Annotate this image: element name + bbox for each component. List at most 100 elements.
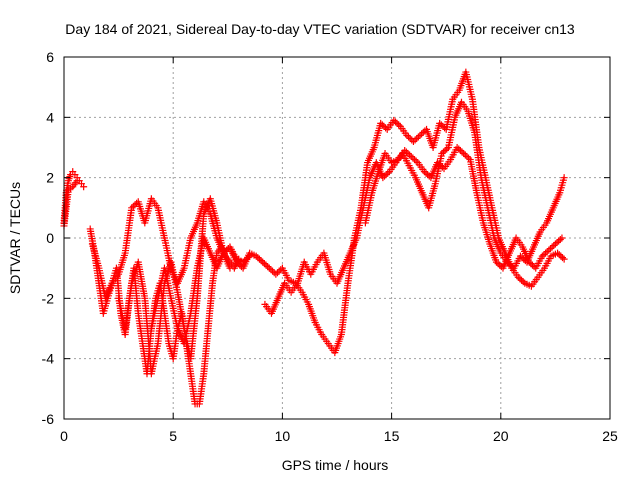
data-point [518,276,526,284]
data-point [555,251,563,259]
data-point [262,261,270,269]
data-point [419,128,427,136]
data-point [420,168,428,176]
y-tick-label: -2 [42,290,55,306]
data-point [492,258,500,266]
data-point [557,252,565,260]
data-point [390,116,398,124]
data-point [560,255,568,263]
data-point [558,234,566,242]
data-point [401,147,409,155]
data-point [433,159,441,167]
data-point [277,266,285,274]
data-point [379,174,387,182]
data-point [540,251,548,259]
data-point [507,261,515,269]
data-point [438,163,446,171]
data-point [129,202,137,210]
data-point [543,248,551,256]
data-point [223,246,231,254]
data-point [413,134,421,142]
x-axis-label: GPS time / hours [282,457,389,473]
data-point [443,145,451,153]
data-point [508,263,516,271]
data-point [259,258,267,266]
data-point [519,278,527,286]
data-point [456,147,464,155]
x-tick-label: 25 [602,428,618,444]
data-point [545,246,553,254]
data-point [403,131,411,139]
data-point [455,145,463,153]
data-point [411,156,419,164]
data-point [128,204,136,212]
data-point [381,172,389,180]
data-point [382,171,390,179]
data-point [219,249,227,257]
y-axis-label: SDTVAR / TECUs [7,182,23,294]
data-point [382,124,390,132]
data-point [411,136,419,144]
data-point [437,162,445,170]
x-tick-label: 20 [493,428,509,444]
data-point [551,240,559,248]
data-point [255,255,263,263]
data-point [465,154,473,162]
data-point [221,248,229,256]
data-point [80,183,88,191]
data-point [438,150,446,158]
data-point [527,260,535,268]
data-point [553,239,561,247]
data-point [441,147,449,155]
data-point [254,254,262,262]
y-tick-label: -6 [42,411,55,427]
data-point [453,144,461,151]
data-point [260,260,268,268]
data-point [437,121,445,129]
data-point [542,249,550,257]
data-point [393,119,401,127]
data-point [252,252,260,260]
data-point [418,130,426,138]
data-point [272,270,280,278]
data-point [409,137,417,145]
data-point [439,148,447,156]
data-point [233,258,241,266]
data-point [530,263,538,271]
data-point [412,157,420,165]
data-point [409,154,417,162]
data-point [402,148,410,156]
data-point [384,169,392,177]
data-point [414,133,422,141]
data-point [548,243,556,251]
data-points [60,68,568,408]
y-tick-label: 0 [46,230,54,246]
x-tick-label: 10 [275,428,291,444]
data-point [406,151,414,159]
data-point [380,122,388,130]
data-point [525,258,533,266]
y-tick-label: -4 [42,351,55,367]
data-point [264,263,272,271]
data-point [406,134,414,142]
x-tick-label: 0 [60,428,68,444]
data-point [73,177,81,185]
data-point [538,252,546,260]
tick-labels: 0 5 10 15 20 25 -6 -4 -2 0 2 4 6 [42,49,618,444]
data-point [404,150,412,158]
data-point [516,275,524,283]
x-tick-label: 5 [169,428,177,444]
x-tick-label: 15 [384,428,400,444]
data-point [560,174,568,182]
data-point [395,121,403,129]
data-point [554,249,562,257]
data-point [273,269,281,277]
data-point [257,257,265,265]
axis-ticks [63,56,611,420]
data-point [556,236,564,244]
data-point [463,153,471,161]
data-point [416,131,424,139]
data-point [131,201,139,209]
data-point [265,264,273,272]
data-point [267,266,275,274]
